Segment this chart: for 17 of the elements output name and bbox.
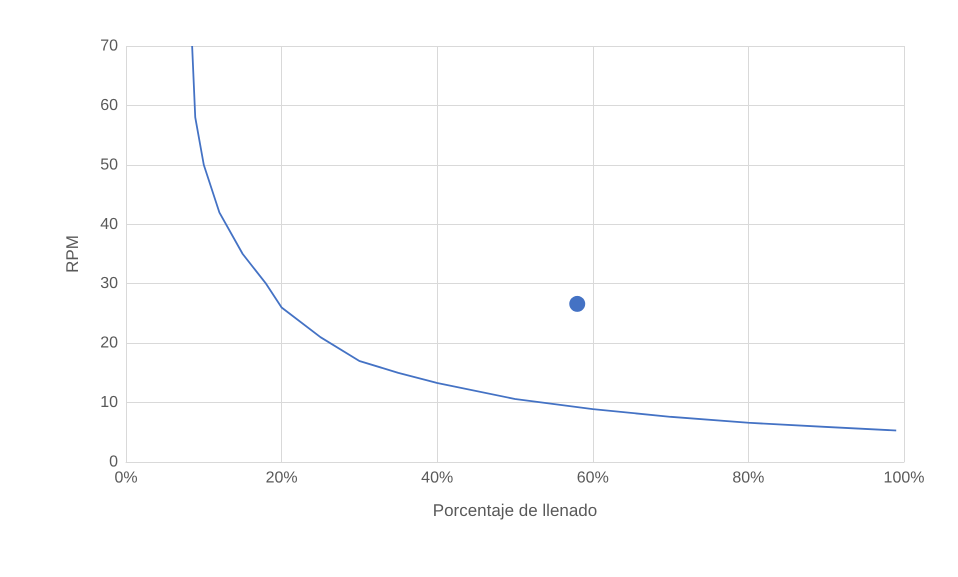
x-tick-label: 100%: [884, 470, 924, 486]
y-tick-label: 20: [100, 334, 118, 352]
y-tick-label: 40: [100, 216, 118, 233]
x-tick-label: 20%: [266, 470, 298, 486]
y-tick-label: 60: [100, 96, 118, 114]
y-tick-label: 30: [100, 275, 118, 292]
y-tick-label: 50: [100, 156, 118, 174]
y-tick-label: 70: [100, 38, 118, 54]
x-tick-label: 80%: [732, 470, 764, 486]
y-tick-label: 0: [109, 454, 118, 470]
x-tick-label: 0%: [114, 470, 138, 486]
y-axis-title: RPM: [63, 235, 82, 273]
line-series: [191, 45, 898, 432]
x-tick-label: 60%: [576, 470, 609, 486]
y-tick-label: 10: [100, 394, 118, 412]
x-axis-title: Porcentaje de llenado: [432, 501, 598, 520]
x-tick-label: 40%: [421, 470, 454, 486]
